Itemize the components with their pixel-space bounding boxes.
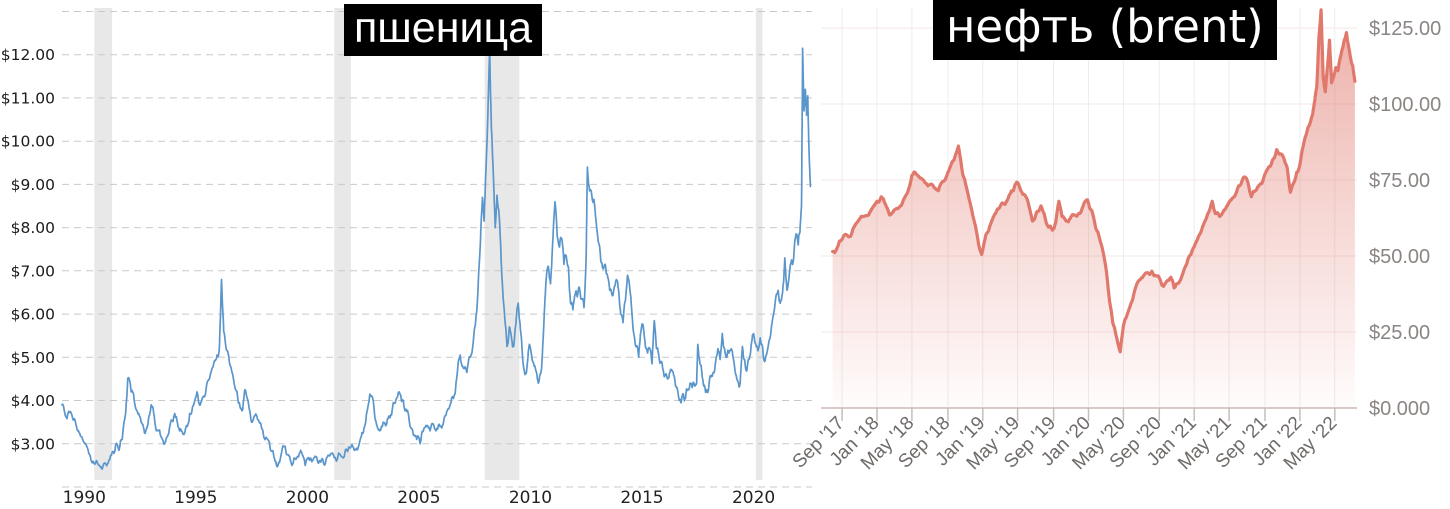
- recession-band: [755, 8, 763, 480]
- brent-chart-title: нефть (brent): [933, 0, 1277, 60]
- y-axis-label: $9.00: [11, 176, 55, 194]
- y-axis-label: $6.00: [11, 306, 55, 324]
- x-axis-label: 2005: [397, 488, 440, 508]
- x-axis-label: 1990: [63, 488, 106, 508]
- wheat-price-line: [61, 47, 812, 470]
- brent-area-fill: [832, 9, 1355, 409]
- wheat-chart: $3.00 $4.00 $5.00 $6.00 $7.00 $8.00 $9.00 $10.0…: [1, 8, 812, 508]
- x-axis-label: 2020: [732, 488, 775, 508]
- y-axis-label: $5.00: [11, 349, 55, 367]
- x-axis-label: 1995: [174, 488, 217, 508]
- x-axis-label: 2015: [620, 488, 663, 508]
- wheat-chart-title: пшеница: [344, 4, 543, 57]
- y-axis-label: $125.00: [1369, 18, 1441, 40]
- y-axis-label: $12.00: [1, 46, 55, 64]
- y-axis-label: $10.00: [1, 133, 55, 151]
- y-axis-label: $8.00: [11, 219, 55, 237]
- y-axis-label: $75.00: [1369, 170, 1430, 192]
- y-axis-label: $0.000: [1369, 398, 1430, 420]
- x-axis-label: 2000: [286, 488, 329, 508]
- y-axis-label: $50.00: [1369, 246, 1430, 268]
- recession-band: [94, 8, 113, 480]
- y-axis-label: $11.00: [1, 89, 55, 107]
- y-axis-label: $3.00: [11, 435, 55, 453]
- y-axis-label: $100.00: [1369, 94, 1441, 116]
- recession-band: [334, 8, 351, 480]
- y-axis-label: $25.00: [1369, 322, 1430, 344]
- y-axis-label: $4.00: [11, 392, 55, 410]
- x-axis-label: 2010: [509, 488, 552, 508]
- y-axis-label: $7.00: [11, 262, 55, 280]
- brent-chart: $0.000$25.00$50.00$75.00$100.00$125.00Se…: [789, 8, 1441, 474]
- brent-price-line: [831, 8, 1357, 354]
